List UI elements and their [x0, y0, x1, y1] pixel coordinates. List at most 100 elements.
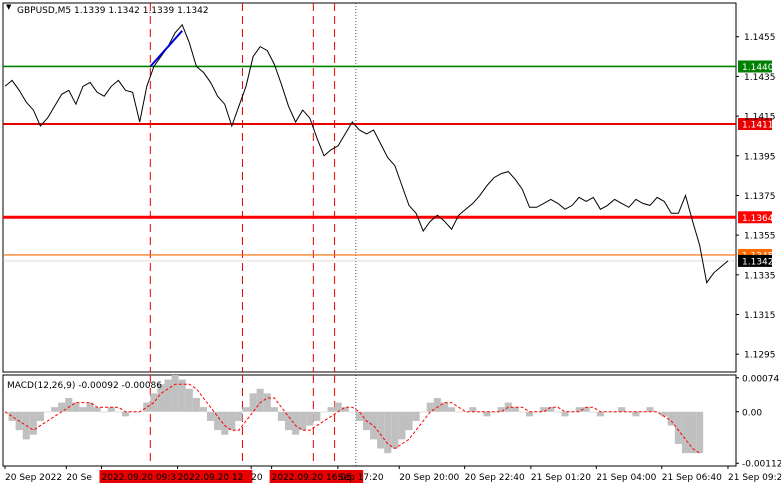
macd-bar: [646, 407, 654, 412]
macd-bar: [497, 407, 505, 412]
macd-bar: [525, 411, 534, 417]
level-tag: [738, 211, 772, 224]
macd-bar: [313, 411, 321, 421]
macd-bar: [299, 411, 307, 431]
macd-bar: [384, 411, 392, 454]
macd-bar: [674, 411, 682, 444]
y-tick-label: 1.1395: [744, 152, 776, 162]
x-tick-label: 2022.09.20 12: [178, 473, 244, 483]
y-tick-label: 1.1435: [744, 73, 776, 83]
level-tag: [738, 254, 772, 267]
macd-bar: [171, 375, 179, 412]
macd-bar: [391, 411, 399, 449]
macd-bar: [43, 411, 52, 413]
macd-bar: [235, 411, 243, 421]
x-label-highlight: [175, 470, 253, 483]
macd-bar: [639, 411, 647, 413]
price-chart-title: GBPUSD,M5 1.1339 1.1342 1.1339 1.1342: [17, 6, 209, 16]
down-arrow-icon: ▼: [6, 3, 12, 11]
level-tag-label: 1.1411: [742, 121, 774, 131]
macd-bar: [65, 397, 73, 412]
macd-bar: [334, 402, 342, 412]
macd-bar: [58, 402, 66, 412]
macd-bar: [455, 411, 463, 413]
vertical-markers: [149, 3, 336, 466]
level-tag: [738, 60, 772, 73]
x-label-highlight: [99, 470, 194, 483]
macd-bar: [341, 407, 349, 412]
price-line: [4, 23, 729, 284]
x-tick-label: 20: [251, 473, 263, 483]
trend-line: [149, 30, 183, 68]
y-tick-label: 1.1455: [744, 33, 776, 43]
macd-bar: [72, 402, 80, 412]
macd-bar: [575, 407, 583, 412]
macd-bar: [419, 411, 427, 413]
x-tick-label: 21 Sep 01:20: [531, 473, 591, 483]
macd-bar: [355, 411, 363, 421]
macd-bar: [143, 402, 151, 412]
macd-bar: [618, 407, 626, 412]
macd-bar: [462, 411, 470, 413]
macd-bar: [589, 411, 597, 413]
macd-bar: [164, 379, 172, 412]
macd-bar: [398, 411, 406, 440]
x-tick-label: 20 Sep 2022: [5, 473, 62, 483]
macd-bar: [242, 407, 250, 412]
macd-bar: [511, 407, 519, 412]
macd-bar: [79, 407, 87, 412]
macd-bar: [377, 411, 385, 449]
x-tick-label: 2022.09.20 16:05: [272, 473, 352, 483]
macd-bar: [36, 411, 44, 421]
macd-y-tick-label: 0.00074: [742, 374, 779, 384]
y-tick-label: 1.1335: [744, 271, 776, 281]
x-tick-label: Sep 17:20: [338, 473, 384, 483]
y-tick-label: 1.1315: [744, 311, 776, 321]
macd-bar: [93, 407, 101, 412]
x-tick-label: 21 Sep 09:20: [728, 473, 781, 483]
macd-bar: [107, 407, 115, 412]
x-label-highlight: [269, 470, 364, 483]
macd-bar: [114, 411, 122, 413]
macd-bar: [157, 384, 165, 412]
macd-bar: [653, 411, 661, 413]
level-tag-label: 1.1364: [742, 214, 774, 224]
x-tick-label: 20 Sep 20:00: [399, 473, 459, 483]
macd-bar: [270, 407, 278, 412]
y-tick-label: 1.1375: [744, 192, 776, 202]
macd-bar: [284, 411, 293, 431]
macd-bar: [306, 411, 314, 426]
macd-signal-line: [4, 383, 700, 454]
macd-bar: [476, 411, 484, 413]
macd-bar: [660, 411, 668, 417]
macd-bar: [632, 411, 640, 417]
x-tick-label: 21 Sep 04:00: [596, 473, 656, 483]
macd-y-tick-label: -0.00112: [742, 460, 781, 470]
macd-bar: [178, 379, 186, 412]
macd-bar: [667, 411, 675, 426]
macd-bar: [603, 411, 612, 413]
macd-bar: [370, 411, 378, 440]
macd-bar: [29, 411, 37, 435]
price-axis: 1.1455 1.1435 1.1415 1.1395 1.1375 1.1355 1.13…: [736, 33, 776, 361]
y-tick-label: 1.1295: [744, 351, 776, 361]
macd-bar: [228, 411, 236, 431]
y-tick-label: 1.1355: [744, 232, 776, 242]
macd-bar: [412, 411, 420, 421]
macd-bar: [582, 407, 590, 412]
macd-bar: [596, 411, 604, 417]
level-tag-label: 1.1440: [742, 63, 774, 73]
x-tick-label: 2022.09.20 09:30: [102, 473, 183, 483]
macd-bar: [540, 407, 548, 412]
macd-bar: [292, 411, 300, 435]
level-tag-label: 1.1342: [742, 257, 774, 267]
macd-title: MACD(12,26,9) -0.00092 -0.00086: [7, 381, 162, 391]
macd-bar: [433, 397, 441, 412]
price-series: [4, 23, 729, 284]
macd-bar: [426, 402, 434, 412]
macd-y-tick-label: 0.00: [742, 408, 762, 418]
macd-bar: [214, 411, 222, 431]
macd-series: [1, 375, 704, 454]
